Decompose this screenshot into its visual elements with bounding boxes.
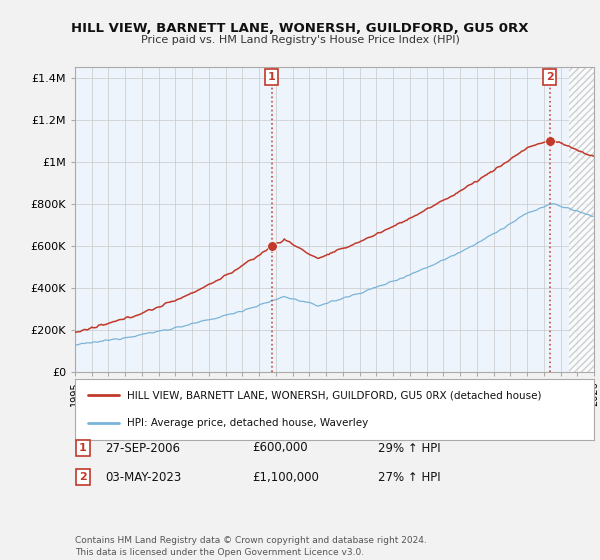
Text: 29% ↑ HPI: 29% ↑ HPI	[378, 441, 440, 455]
Text: Contains HM Land Registry data © Crown copyright and database right 2024.
This d: Contains HM Land Registry data © Crown c…	[75, 536, 427, 557]
Text: Price paid vs. HM Land Registry's House Price Index (HPI): Price paid vs. HM Land Registry's House …	[140, 35, 460, 45]
Text: 2: 2	[546, 72, 554, 82]
Text: HPI: Average price, detached house, Waverley: HPI: Average price, detached house, Wave…	[127, 418, 368, 428]
Text: 1: 1	[79, 443, 86, 453]
Text: 27% ↑ HPI: 27% ↑ HPI	[378, 470, 440, 484]
Text: HILL VIEW, BARNETT LANE, WONERSH, GUILDFORD, GU5 0RX (detached house): HILL VIEW, BARNETT LANE, WONERSH, GUILDF…	[127, 390, 541, 400]
Text: £600,000: £600,000	[252, 441, 308, 455]
Text: 1: 1	[268, 72, 275, 82]
Text: 27-SEP-2006: 27-SEP-2006	[105, 441, 180, 455]
Text: 03-MAY-2023: 03-MAY-2023	[105, 470, 181, 484]
Text: 2: 2	[79, 472, 86, 482]
Text: £1,100,000: £1,100,000	[252, 470, 319, 484]
Text: HILL VIEW, BARNETT LANE, WONERSH, GUILDFORD, GU5 0RX: HILL VIEW, BARNETT LANE, WONERSH, GUILDF…	[71, 22, 529, 35]
